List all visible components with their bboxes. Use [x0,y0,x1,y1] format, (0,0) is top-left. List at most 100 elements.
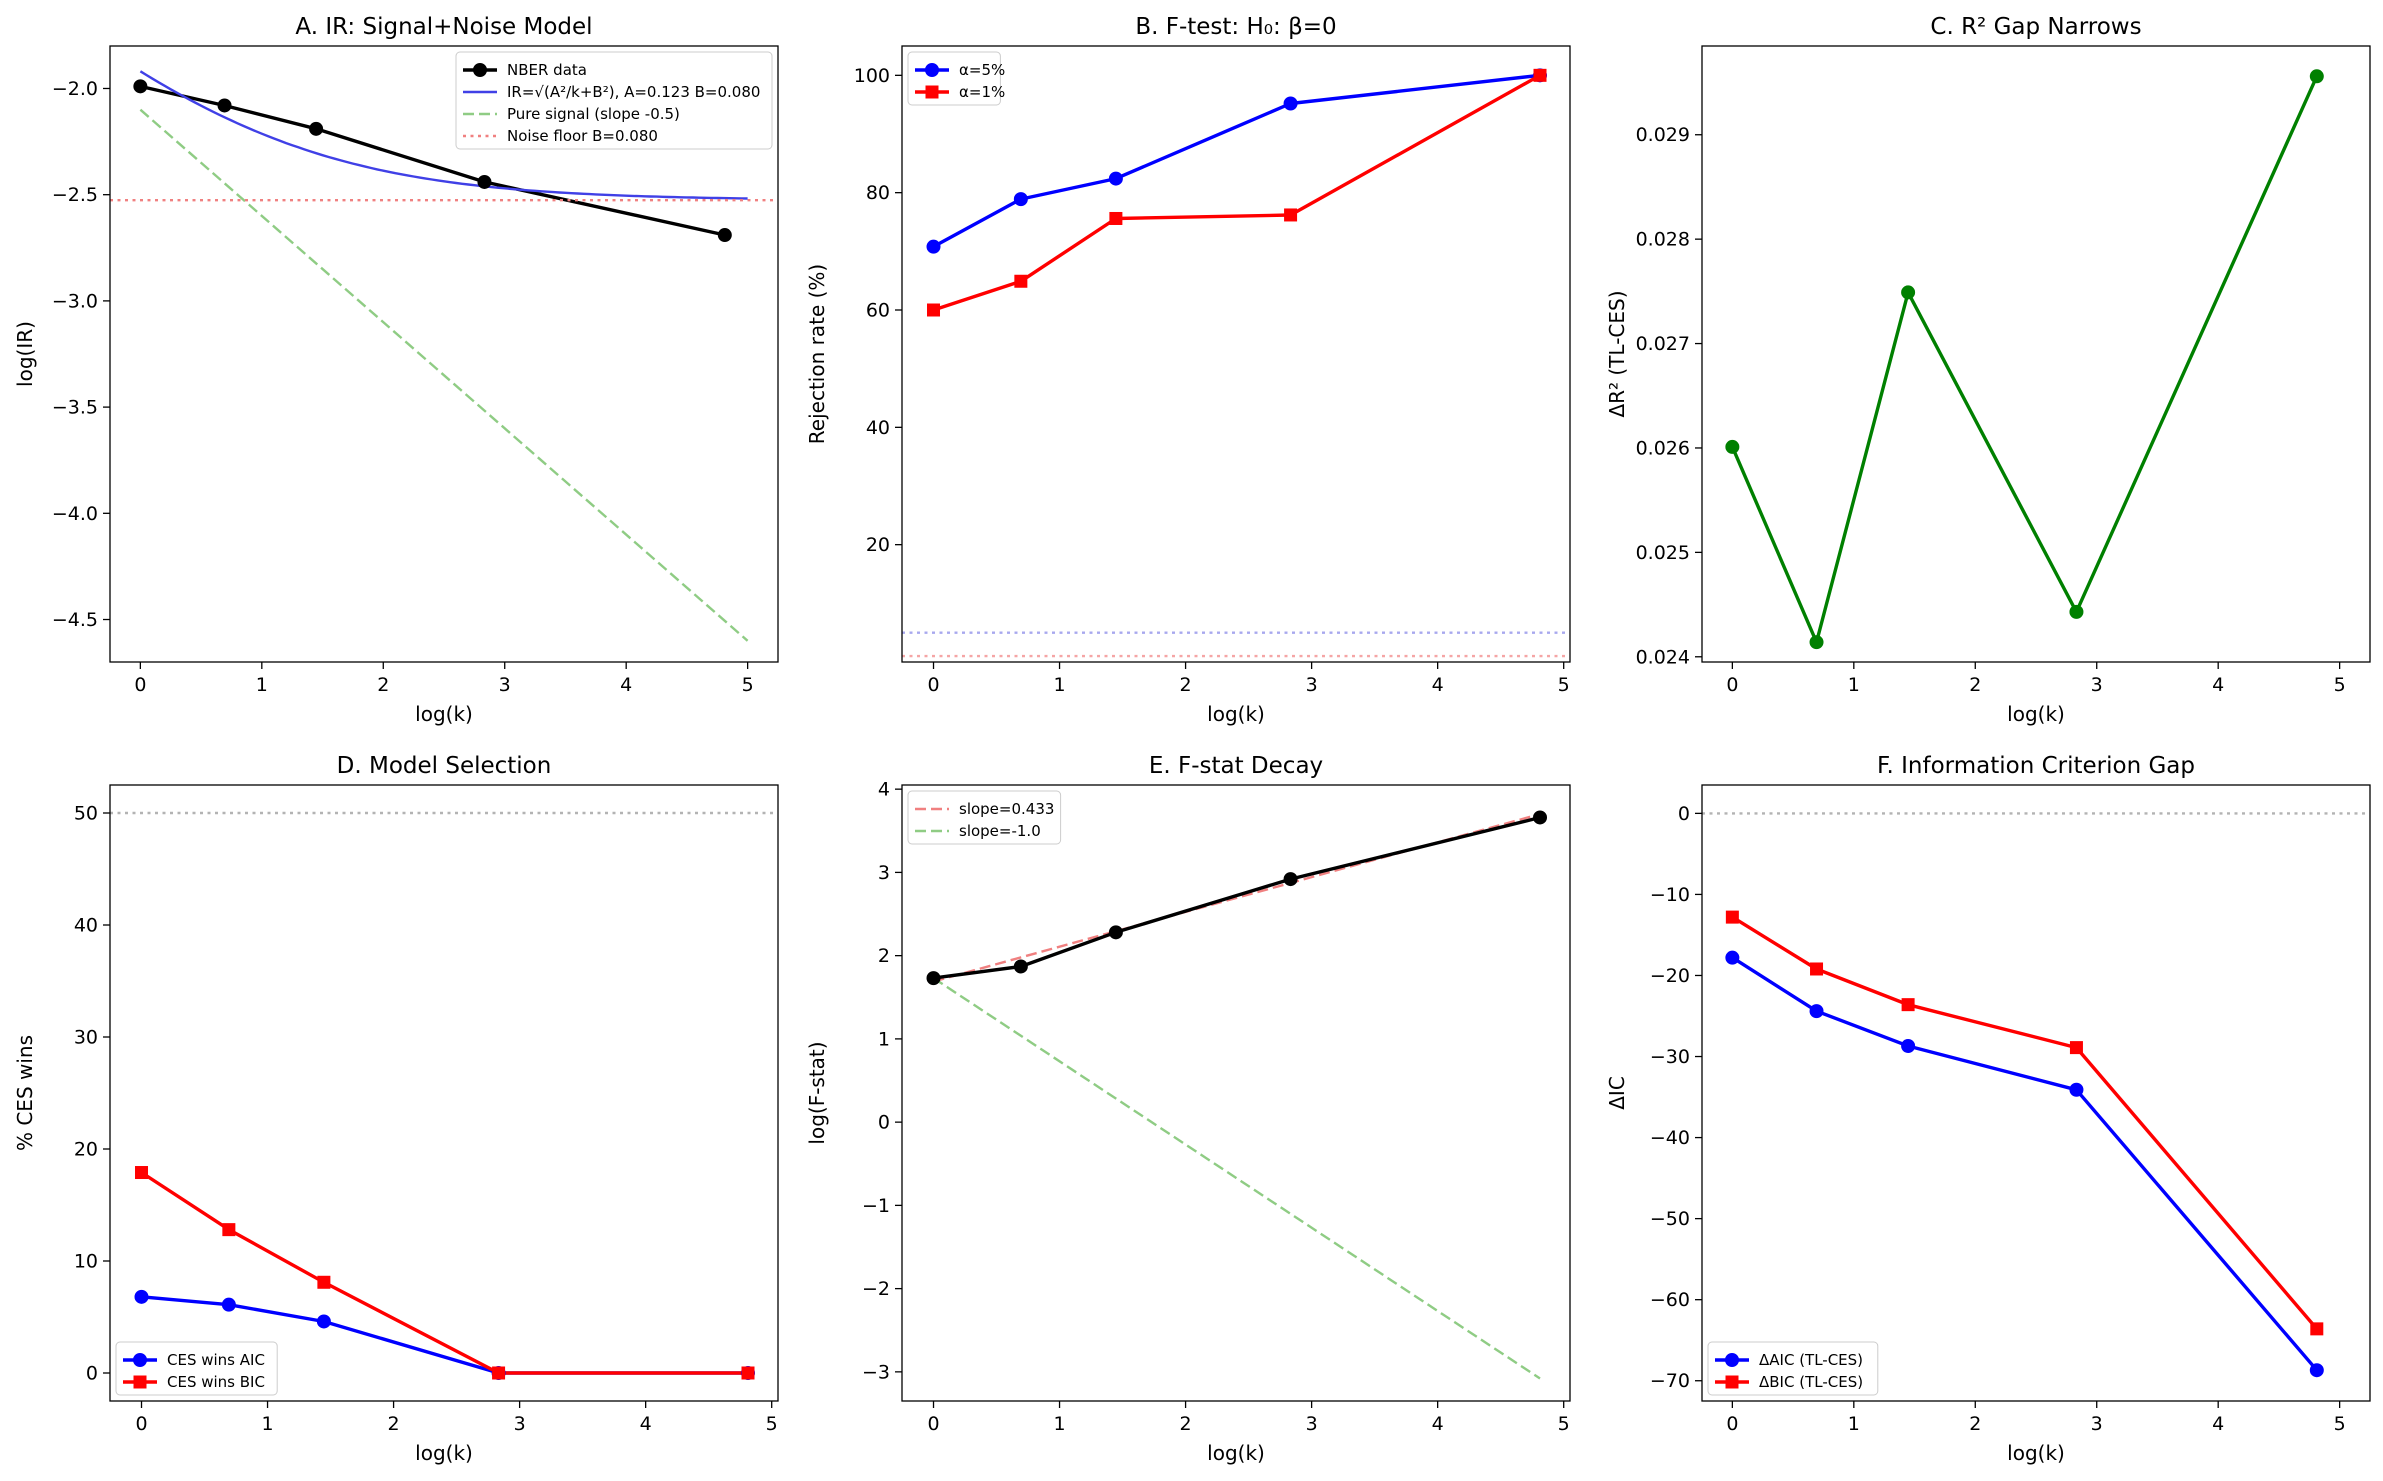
series-line [933,812,1541,983]
y-tick-label: 0.025 [1636,542,1690,564]
x-tick-label: 2 [1969,674,1981,696]
y-tick-label: 100 [854,65,890,87]
x-axis-label: log(k) [1207,1441,1265,1465]
legend-label: slope=0.433 [959,800,1054,818]
chart-a: A. IR: Signal+Noise Model 0 1 2 3 4 5 −4.5 −4.0 −… [13,14,779,726]
legend-marker [473,63,487,77]
data-point [1109,211,1123,225]
data-point [316,1314,331,1329]
y-tick-label: −4.0 [52,503,98,525]
data-point [1108,171,1123,186]
x-tick-label: 1 [262,1413,274,1435]
y-tick-label: −3 [862,1361,890,1383]
legend: ΔAIC (TL-CES) ΔBIC (TL-CES) [1707,1341,1879,1396]
legend-label: α=5% [959,61,1005,79]
y-axis-label: log(IR) [13,321,37,387]
data-point [927,303,941,317]
y-axis-label: ΔIC [1605,1076,1629,1110]
x-tick-label: 1 [1848,674,1860,696]
data-point [1901,998,1915,1012]
axes-frame [1701,45,2371,663]
plot-area [902,73,1570,658]
y-tick-label: 0 [86,1363,98,1385]
x-tick-label: 4 [640,1413,652,1435]
y-tick-label: −4.5 [52,609,98,631]
x-tick-label: 0 [927,1413,939,1435]
y-tick-label: 0.028 [1636,229,1690,251]
x-tick-label: 1 [1054,674,1066,696]
y-tick-label: 60 [866,300,890,322]
y-tick-label: 4 [878,779,890,801]
data-point [222,1223,236,1237]
y-tick-label: −3.5 [52,397,98,419]
x-tick-label: 5 [1558,674,1570,696]
plot-area [110,70,778,642]
data-point [492,1366,506,1380]
y-tick-label: 20 [74,1139,98,1161]
chart-title: F. Information Criterion Gap [1877,753,2195,779]
data-point [741,1366,755,1380]
x-tick-label: 1 [256,674,268,696]
axes-frame [901,784,1571,1402]
x-tick-label: 0 [135,1413,147,1435]
legend: CES wins AIC CES wins BIC [115,1341,278,1396]
chart-c: C. R² Gap Narrows 0 1 2 3 4 5 0.024 0.025 0.026 0.… [1605,14,2371,726]
y-tick-label: 0.026 [1636,437,1690,459]
x-axis-label: log(k) [2007,1441,2065,1465]
chart-title: B. F-test: H₀: β=0 [1135,14,1336,40]
x-tick-label: 0 [134,674,146,696]
y-tick-label: 0.029 [1636,124,1690,146]
data-point [2309,1363,2324,1378]
legend: α=5% α=1% [907,51,1005,106]
axes-frame [109,45,779,663]
chart-title: E. F-stat Decay [1149,753,1323,779]
y-tick-label: −60 [1650,1289,1690,1311]
data-point [1013,192,1028,207]
y-tick-label: 20 [866,534,890,556]
data-point [1533,810,1548,825]
data-point [2310,1322,2324,1336]
data-point [2069,1082,2084,1097]
y-axis-label: % CES wins [13,1035,37,1151]
chart-b: B. F-test: H₀: β=0 0 1 2 3 4 5 20 40 60 80 100 log(k… [805,14,1571,726]
y-tick-label: 0.027 [1636,333,1690,355]
y-tick-label: 40 [866,417,890,439]
chart-e: E. F-stat Decay 0 1 2 3 4 5 −3 −2 −1 0 1 2 3 4 log(k) lo… [805,753,1571,1465]
y-tick-label: −20 [1650,965,1690,987]
x-tick-label: 4 [2212,674,2224,696]
x-tick-label: 5 [2334,1413,2346,1435]
data-point [1809,635,1824,650]
series-line [932,977,1541,1380]
y-tick-label: 40 [74,915,98,937]
y-tick-label: −1 [862,1195,890,1217]
legend-box [455,51,773,150]
data-point [1725,950,1740,965]
legend-marker [133,1375,147,1389]
plot-area [1702,812,2370,1372]
chart-f: F. Information Criterion Gap 0 1 2 3 4 5 −70 −60… [1605,753,2371,1465]
x-tick-label: 5 [2334,674,2346,696]
series-line [1731,956,2319,1372]
series-line [1730,75,2319,644]
data-point [1809,1004,1824,1019]
legend-marker [1725,1375,1739,1389]
legend-label: Noise floor B=0.080 [507,127,658,145]
y-tick-label: 0 [1678,803,1690,825]
legend-label: slope=-1.0 [959,822,1041,840]
data-point [133,79,148,94]
data-point [477,174,492,189]
data-point [134,1289,149,1304]
data-point [926,239,941,254]
data-point [1533,68,1547,82]
legend-marker [133,1353,147,1367]
x-tick-label: 5 [1558,1413,1570,1435]
y-tick-label: 0 [878,1112,890,1134]
legend-label: IR=√(A²/k+B²), A=0.123 B=0.080 [507,83,760,101]
y-tick-label: −50 [1650,1208,1690,1230]
x-tick-label: 1 [1054,1413,1066,1435]
data-point [221,1297,236,1312]
x-tick-label: 2 [1180,1413,1192,1435]
x-tick-label: 2 [1969,1413,1981,1435]
y-tick-label: −40 [1650,1127,1690,1149]
